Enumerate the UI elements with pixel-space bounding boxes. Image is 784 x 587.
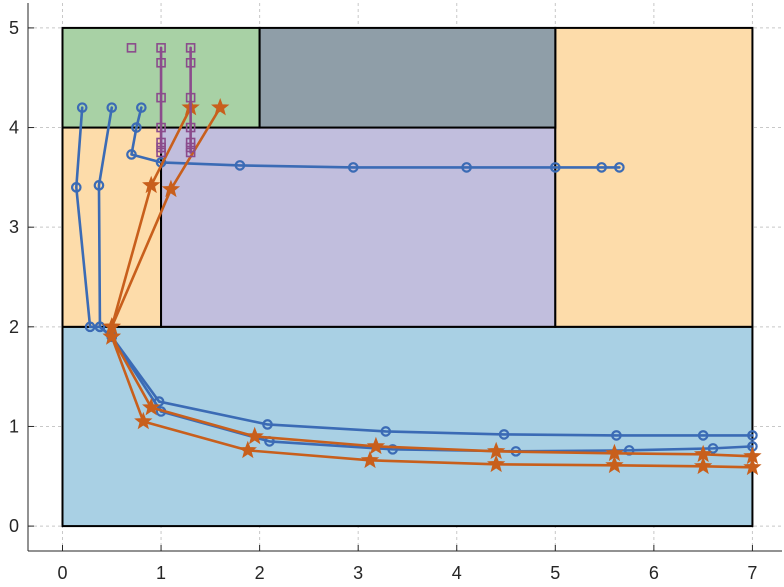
x-tick-label-5: 5 (550, 563, 560, 583)
series-0-point-1 (70, 182, 82, 193)
series-0-point-2 (84, 321, 96, 333)
series-2-point-4 (234, 160, 246, 171)
series-7-point-0 (126, 43, 137, 53)
y-tick-label-0: 0 (9, 516, 19, 536)
series-5-point-1 (156, 57, 166, 68)
y-tick-label-4: 4 (9, 118, 19, 138)
region-0 (61, 325, 754, 528)
series-1-point-0 (106, 102, 118, 113)
series-5-point-0 (156, 43, 166, 53)
series-2-point-0 (136, 102, 147, 113)
series-6-point-5 (185, 142, 196, 153)
x-tick-label-4: 4 (452, 563, 462, 583)
series-6-point-6 (185, 147, 196, 158)
series-4-point-9 (693, 456, 713, 475)
series-2-point-8 (596, 162, 607, 173)
series-4-point-10 (743, 457, 762, 476)
series-4-point-4 (134, 411, 153, 430)
series-2-point-1 (131, 122, 142, 133)
series-3-point-5 (245, 426, 264, 445)
series-3-point-1 (142, 175, 161, 194)
y-tick-label-5: 5 (9, 18, 19, 38)
x-tick-label-2: 2 (255, 563, 265, 583)
region-5 (258, 26, 557, 129)
series-5-point-4 (156, 137, 166, 148)
series-5-point-2 (156, 92, 166, 103)
x-tick-label-1: 1 (156, 563, 166, 583)
x-tick-label-0: 0 (57, 563, 67, 583)
series-7 (126, 43, 137, 53)
series-6-point-4 (185, 137, 196, 148)
series-6-point-2 (185, 92, 196, 103)
series-4-point-7 (487, 454, 506, 473)
series-5-point-5 (156, 142, 166, 153)
series-layer (70, 43, 762, 476)
region-3 (554, 26, 754, 328)
series-4-point-1 (161, 179, 181, 198)
series-6-point-3 (185, 122, 196, 133)
series-1-point-6 (387, 444, 398, 455)
series-0-point-10 (697, 430, 709, 441)
series-4 (102, 97, 762, 476)
series-6 (185, 43, 196, 158)
regions-layer (61, 26, 754, 528)
series-1-point-9 (707, 443, 719, 454)
series-2-line (130, 106, 621, 169)
series-1-line (97, 106, 754, 453)
series-1-point-1 (93, 180, 105, 191)
series-3-point-4 (142, 397, 161, 416)
series-5-point-6 (156, 147, 166, 158)
series-2-point-2 (126, 149, 137, 160)
series-6-point-0 (185, 43, 196, 53)
y-tick-label-2: 2 (9, 317, 19, 337)
series-2-point-6 (461, 162, 472, 173)
series-4-point-5 (238, 440, 257, 459)
series-0-point-6 (262, 419, 273, 430)
series-4-point-3 (102, 327, 121, 345)
x-tick-label-7: 7 (747, 563, 757, 583)
series-0-point-8 (498, 429, 510, 440)
series-0-point-11 (747, 430, 758, 441)
series-0-point-9 (611, 430, 622, 441)
region-2 (160, 126, 557, 328)
series-1-point-2 (94, 321, 106, 333)
axes-layer: 0 1 2 3 4 5 6 7 0 1 2 3 4 5 (9, 3, 782, 583)
series-0-point-0 (76, 102, 88, 113)
series-0-point-7 (380, 426, 392, 437)
series-2-point-5 (347, 162, 359, 173)
series-5-point-3 (156, 122, 166, 133)
series-6-point-1 (185, 57, 196, 68)
series-2-point-7 (550, 162, 561, 173)
series-4-point-0 (211, 97, 230, 116)
series-3-point-6 (366, 436, 386, 455)
series-2-point-9 (614, 162, 625, 173)
series-2 (126, 102, 625, 173)
x-tick-label-3: 3 (353, 563, 363, 583)
y-tick-label-1: 1 (9, 416, 19, 436)
series-4-point-6 (360, 450, 380, 469)
x-tick-label-6: 6 (649, 563, 659, 583)
series-0-line (75, 106, 754, 437)
series-4-point-8 (605, 455, 624, 474)
series-5 (156, 43, 166, 158)
y-tick-label-3: 3 (9, 217, 19, 237)
